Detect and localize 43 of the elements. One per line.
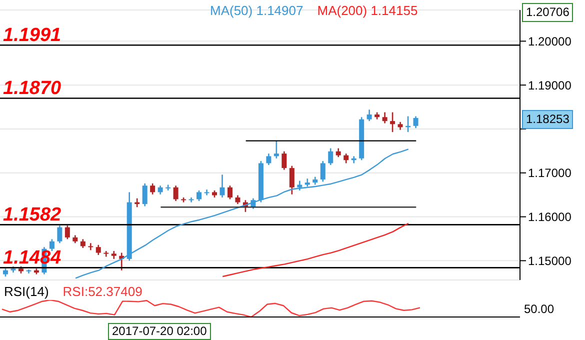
text: MA(50) 1.14907 [210,3,304,18]
text: 50.00 [524,302,554,317]
candlestick [344,152,349,164]
chart-title: RSI(14) [4,284,49,299]
candlestick [188,196,194,203]
candlestick [196,190,202,202]
candlestick [297,180,302,192]
y-tick-label: 1.17000 [528,166,572,180]
candlestick [320,160,326,182]
text: MA(200) 1.14155 [317,3,418,18]
y-tick-label: 1.20000 [528,34,572,48]
text: 1.20706 [522,3,574,22]
candlestick [382,112,388,124]
candlestick [227,184,232,200]
candlestick [220,174,225,198]
candlestick [266,152,272,166]
candlestick [64,224,70,240]
candlestick [413,116,418,129]
candlestick [274,140,279,160]
ref-line-label: 1.1991 [3,25,62,46]
candlestick [366,109,372,122]
y-tick-label: 1.16000 [528,210,572,224]
candlestick [282,150,287,170]
text: 2017-07-20 02:00 [108,323,211,340]
line-series [74,148,409,279]
candlestick [390,112,396,133]
candlestick [104,250,109,258]
series-label: RSI:52.37409 [62,284,142,299]
candlestick [328,148,334,166]
ref-line-label: 1.1870 [3,78,62,100]
candlestick [204,188,210,196]
candlestick [57,224,62,244]
candlestick [150,182,156,196]
line-series [222,222,409,278]
text: 1.18253 [522,110,574,129]
y-tick-label: 1.19000 [528,78,572,92]
y-tick-label: 1.15000 [528,254,572,268]
candlestick [289,165,294,196]
candlestick [142,182,148,207]
candlestick [173,184,178,202]
candlestick [96,244,101,256]
candlestick [88,242,94,251]
ref-line-label: 1.1582 [3,204,62,226]
